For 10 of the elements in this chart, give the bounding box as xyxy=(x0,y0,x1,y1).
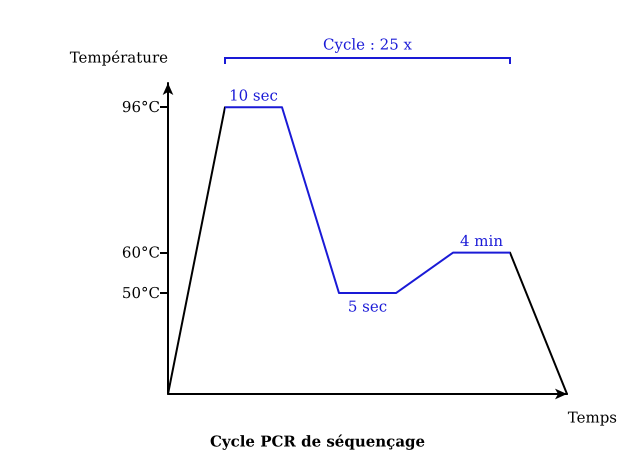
text: Cycle PCR de séquençage xyxy=(210,432,426,450)
text: Cycle : 25 x xyxy=(323,36,412,54)
y-tick-label: 96°C xyxy=(122,98,160,116)
y-axis-title: Température xyxy=(70,48,168,66)
annotation: 4 min xyxy=(460,232,504,250)
x-axis-title: Temps xyxy=(568,408,617,426)
y-tick-label: 60°C xyxy=(122,244,160,262)
annotation: 10 sec xyxy=(229,86,278,105)
y-tick-label: 50°C xyxy=(122,284,160,302)
annotation: 5 sec xyxy=(348,298,388,316)
